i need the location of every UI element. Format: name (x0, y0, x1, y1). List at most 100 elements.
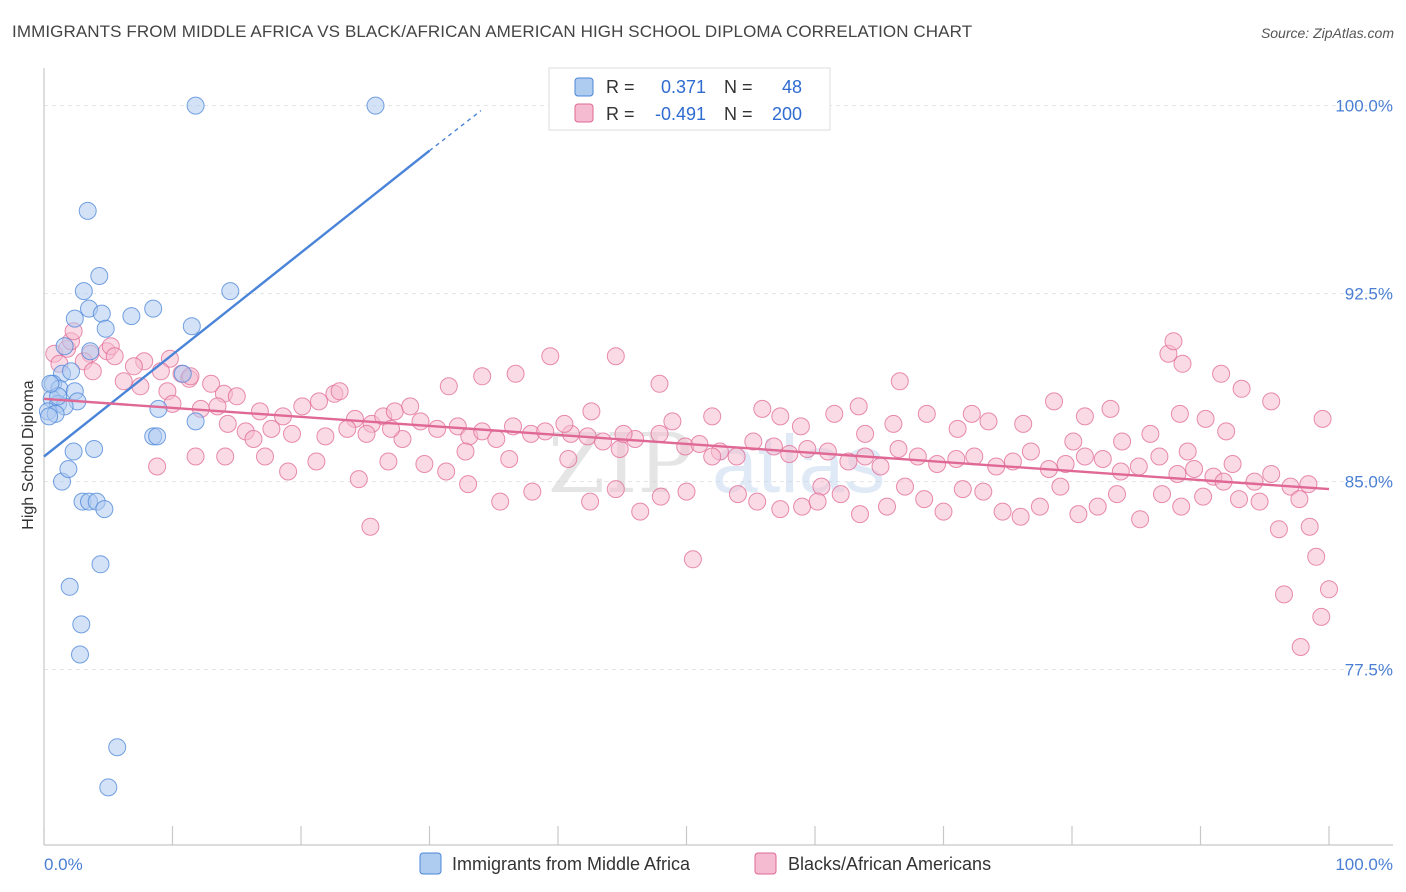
blue-point-47 (41, 374, 60, 393)
pink-point-85 (1093, 450, 1112, 468)
stats-r-label-1: R = (606, 77, 635, 97)
pink-point-151 (1275, 585, 1293, 604)
pink-point-148 (1307, 547, 1326, 566)
blue-point-3 (90, 267, 109, 285)
x-tick-label-start: 0.0% (44, 855, 83, 874)
pink-point-137 (1108, 485, 1126, 504)
pink-point-120 (771, 500, 790, 519)
pink-point-121 (793, 497, 812, 516)
pink-point-108 (491, 492, 510, 511)
pink-point-100 (256, 447, 274, 466)
x-tick-label-end: 100.0% (1335, 855, 1393, 874)
pink-point-111 (559, 450, 578, 468)
pink-point-195 (890, 372, 909, 391)
y-tick-labels: 100.0% 92.5% 85.0% 77.5% (1335, 97, 1393, 680)
pink-point-58 (594, 432, 612, 451)
stats-swatch-pink (574, 103, 594, 123)
pink-point-116 (677, 482, 696, 501)
pink-point-138 (1131, 510, 1150, 529)
pink-point-126 (896, 477, 914, 496)
stats-r-label-2: R = (606, 104, 635, 124)
blue-point-35 (59, 460, 78, 478)
legend-label-pink: Blacks/African Americans (788, 854, 991, 874)
pink-point-81 (1021, 442, 1040, 461)
pink-point-175 (1075, 407, 1094, 426)
blue-point-10 (65, 309, 84, 328)
y-tick-label-2: 85.0% (1345, 473, 1393, 492)
legend-swatch-blue (419, 852, 442, 875)
trend-line-blue (43, 149, 431, 458)
stats-r-value-1: 0.371 (661, 77, 706, 97)
pink-point-184 (1164, 332, 1183, 351)
blue-point-0 (186, 96, 205, 115)
pink-point-194 (808, 492, 827, 511)
stats-r-value-2: -0.491 (655, 104, 706, 124)
stats-n-value-1: 48 (782, 77, 802, 97)
pink-point-174 (1045, 392, 1063, 411)
legend-label-blue: Immigrants from Middle Africa (452, 854, 691, 874)
stats-box-frame (548, 67, 831, 131)
pink-point-74 (889, 440, 908, 458)
blue-point-14 (81, 342, 100, 361)
pink-point-155 (439, 377, 458, 396)
pink-point-140 (1172, 497, 1191, 516)
pink-point-149 (1312, 607, 1331, 626)
pink-point-152 (1320, 580, 1338, 599)
pink-point-106 (437, 462, 456, 481)
pink-point-83 (1056, 455, 1075, 473)
pink-point-109 (500, 450, 519, 468)
pink-point-127 (915, 490, 934, 509)
stats-n-value-2: 200 (772, 104, 802, 124)
stats-box: R = 0.371 N = 48 R = -0.491 N = 200 (548, 67, 831, 131)
pink-point-101 (279, 462, 298, 481)
pink-point-187 (1232, 379, 1251, 398)
pink-point-122 (812, 477, 831, 496)
pink-point-164 (703, 407, 722, 426)
y-axis-label: High School Diploma (20, 380, 37, 530)
blue-point-31 (148, 427, 167, 446)
pink-point-13 (124, 357, 143, 376)
pink-point-48 (428, 419, 447, 438)
pink-point-37 (401, 397, 420, 416)
pink-point-124 (851, 505, 869, 524)
blue-point-29 (173, 364, 192, 383)
y-tick-label-3: 77.5% (1345, 661, 1393, 680)
pink-point-154 (361, 517, 380, 536)
pink-point-99 (216, 447, 235, 466)
pink-point-198 (456, 442, 475, 461)
pink-point-144 (1250, 492, 1269, 511)
pink-point-160 (506, 364, 525, 383)
trend-line-blue-extension (429, 110, 482, 152)
pink-point-55 (536, 422, 555, 441)
x-ticks (43, 826, 1330, 845)
pink-point-105 (415, 455, 434, 473)
pink-point-87 (1129, 457, 1148, 476)
pink-point-43 (283, 424, 301, 443)
pink-point-145 (1269, 520, 1288, 539)
pink-point-93 (1245, 472, 1264, 491)
pink-point-112 (581, 492, 600, 511)
blue-point-41 (60, 577, 79, 596)
pink-point-161 (582, 402, 601, 421)
gridlines (44, 105, 1393, 671)
legend: Immigrants from Middle Africa Blacks/Afr… (419, 852, 991, 875)
stats-swatch-blue (574, 77, 594, 97)
pink-point-70 (818, 442, 837, 461)
y-tick-label-0: 100.0% (1335, 97, 1393, 116)
pink-point-130 (974, 482, 993, 501)
pink-point-66 (744, 432, 763, 451)
pink-point-65 (727, 447, 746, 466)
blue-point-5 (221, 282, 240, 301)
blue-point-39 (95, 500, 114, 519)
stats-n-label-2: N = (724, 104, 753, 124)
pink-point-98 (186, 447, 205, 466)
pink-point-39 (218, 414, 237, 433)
pink-point-41 (244, 430, 263, 448)
pink-point-147 (1300, 517, 1319, 536)
pink-point-73 (871, 457, 890, 476)
pink-point-170 (917, 404, 936, 423)
pink-point-182 (1313, 409, 1332, 428)
pink-point-123 (831, 485, 850, 504)
pink-point-76 (928, 455, 947, 473)
